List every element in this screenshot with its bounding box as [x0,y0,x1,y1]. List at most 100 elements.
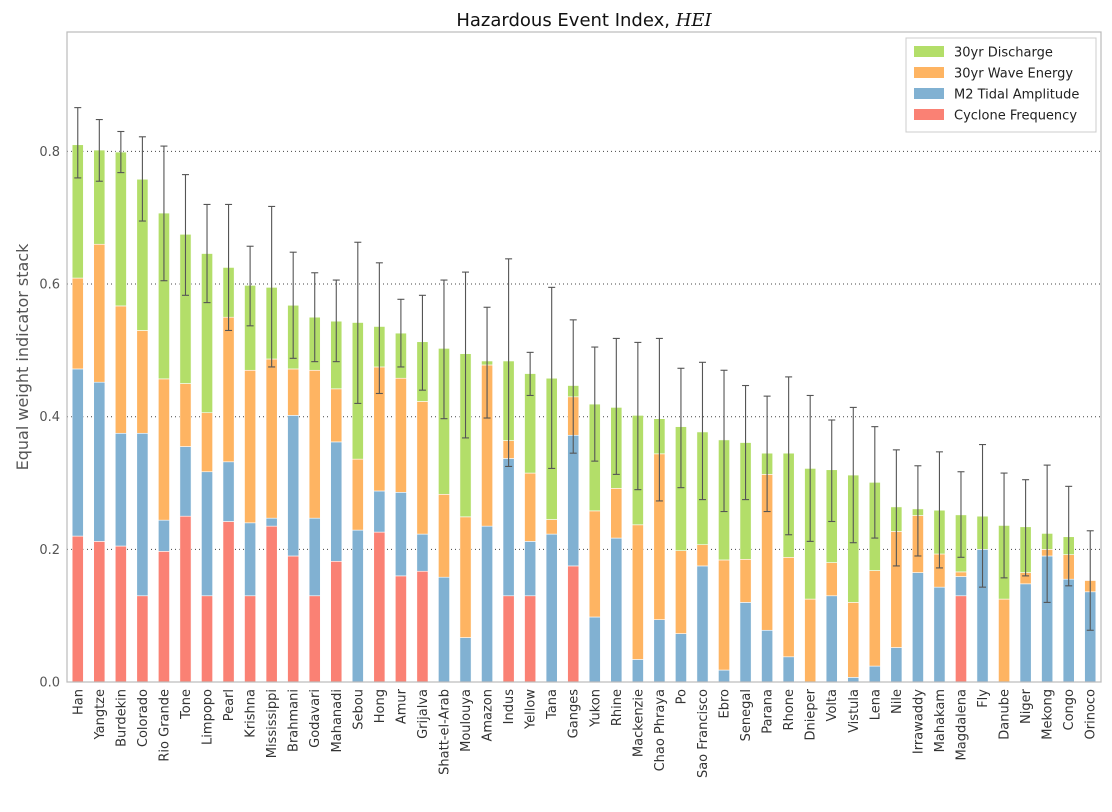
y-tick-label: 0.8 [39,145,60,160]
bar-segment [394,575,407,683]
bar-segment [718,669,730,683]
bar-segment [998,598,1010,683]
x-tick-label: Orinoco [1084,689,1099,740]
bar-segment [244,522,257,597]
bar-segment [524,541,537,597]
x-tick-label: Sao Francisco [696,689,711,778]
bar-segment [459,516,472,638]
bar-segment [373,531,386,683]
bar-segment [524,472,537,542]
x-tick-label: Volta [825,689,840,722]
y-tick-label: 0.6 [39,278,60,293]
bar-segment [287,415,300,557]
bar-segment [114,305,127,434]
bar-segment [244,595,257,683]
bar-segment [308,369,321,519]
bar-segment [287,555,300,683]
bar-segment [739,602,752,683]
bar-segment [308,595,321,683]
x-tick-label: Mahakam [933,689,948,752]
x-tick-label: Hong [373,689,388,723]
bar-segment [847,602,860,678]
y-tick-label: 0.0 [39,676,60,691]
bar-segment [545,519,558,535]
y-axis-label: Equal weight indicator stack [13,243,32,471]
x-tick-label: Dnieper [804,688,819,740]
bar-segment [481,525,493,683]
bar-segment [782,656,795,683]
x-tick-label: Fly [976,689,991,708]
bar-segment [847,677,860,683]
bar-segment [1062,578,1075,683]
bar-segment [114,545,127,683]
x-tick-label: Rio Grande [157,689,172,762]
bar-segment [201,412,213,473]
bar-segment [718,559,730,671]
bar-segment [71,535,84,683]
bar-segment [136,330,149,434]
bar-segment [825,595,838,683]
x-tick-label: Chao Phraya [653,689,668,771]
bar-segment [782,557,795,658]
bar-segment [114,432,127,547]
bar-segment [631,524,644,660]
bar-segment [93,243,106,383]
x-tick-label: Mahanadi [330,689,345,752]
x-tick-label: Yellow [524,689,539,730]
x-tick-label: Mekong [1041,689,1056,740]
bar-segment [567,565,580,683]
bar-segment [890,647,903,683]
error-bars [74,107,1094,631]
bar-segment [158,378,170,521]
x-tick-label: Mississippi [265,689,280,758]
x-tick-label: Congo [1062,689,1077,731]
bar-segment [351,458,364,531]
bar-segment [588,510,601,618]
x-tick-label: Vistula [847,689,862,733]
x-tick-label: Brahmani [287,689,302,752]
bar-segment [244,369,257,524]
legend-entry: M2 Tidal Amplitude [954,88,1079,103]
bar-segment [804,598,817,683]
gridlines [67,150,1101,550]
bar-segment [416,401,429,535]
bar-segment [502,595,515,683]
bar-segment [136,595,149,683]
legend-entry: 30yr Discharge [954,46,1053,61]
bars [71,144,1097,683]
bar-segment [631,659,644,683]
x-tick-label: Parana [761,689,776,734]
bar-segment [438,576,450,683]
x-tick-label: Nile [890,689,905,714]
legend-swatch [914,88,944,99]
x-tick-label: Rhone [782,689,797,730]
chart-title-symbol: HEI [675,10,713,31]
x-tick-label: Amur [394,688,409,724]
bar-segment [675,633,687,683]
bar-segment [222,521,235,683]
x-tick-label: Shatt-el-Arab [437,689,452,775]
bar-segment [114,151,127,307]
x-tick-label: Indus [502,689,517,725]
bar-segment [675,550,687,634]
x-tick-label: Burdekin [114,689,129,747]
bar-segment [739,558,752,603]
bar-segment [653,619,666,683]
x-tick-label: Han [71,689,86,715]
bar-segment [158,551,170,683]
x-tick-label: Limpopo [201,689,216,745]
x-tick-label: Senegal [739,689,754,741]
x-tick-label: Mackenzie [631,689,646,757]
x-tick-label: Irrawaddy [911,689,926,754]
bar-segment [222,316,235,463]
bar-segment [330,560,343,683]
x-tick-label: Pearl [222,689,237,721]
legend-swatch [914,109,944,120]
bar-segment [265,525,278,683]
bar-segment [502,458,515,597]
x-tick-label: Grijalva [416,689,431,739]
x-tick-label: Niger [1019,688,1034,724]
x-tick-label: Rhine [610,689,625,726]
bar-segment [179,446,192,517]
x-tick-label: Ganges [567,689,582,739]
